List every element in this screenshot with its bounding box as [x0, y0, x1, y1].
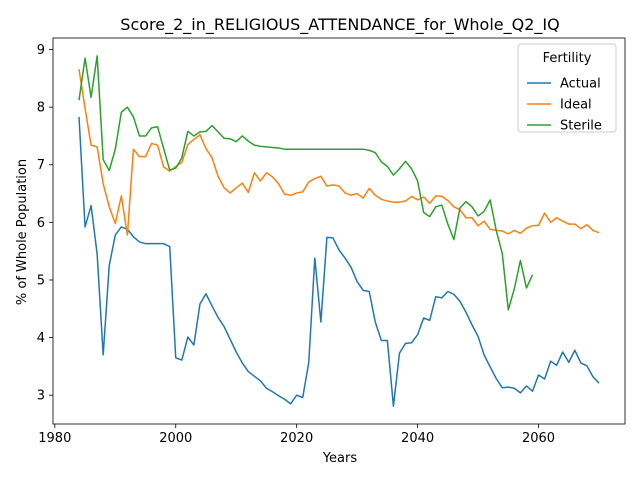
x-axis-label: Years: [322, 451, 358, 466]
legend-label-actual: Actual: [560, 77, 601, 92]
x-tick-label: 2020: [280, 431, 313, 446]
series-line-ideal: [78, 68, 600, 236]
legend-label-sterile: Sterile: [560, 119, 602, 134]
series-line-actual: [78, 116, 600, 407]
legend-label-ideal: Ideal: [560, 98, 592, 113]
y-tick-label: 6: [37, 216, 45, 231]
y-tick-label: 7: [37, 158, 45, 173]
y-tick-label: 4: [37, 331, 45, 346]
series-line-sterile: [78, 55, 534, 311]
y-axis-label: % of Whole Population: [15, 159, 30, 305]
legend-box: [517, 43, 617, 133]
y-tick-label: 5: [37, 273, 45, 288]
legend-title: Fertility: [543, 51, 592, 66]
y-tick-label: 8: [37, 101, 45, 116]
y-tick-label: 9: [37, 43, 45, 58]
axes-frame: [52, 37, 626, 425]
plot-area: [78, 55, 600, 407]
legend: Fertility Actual Ideal Sterile: [517, 43, 617, 134]
axes: 1980 2000 2020 2040 2060 3 4 5 6 7 8 9: [37, 37, 626, 446]
x-tick-label: 1980: [38, 431, 71, 446]
x-tick-label: 2040: [401, 431, 434, 446]
y-tick-label: 3: [37, 389, 45, 404]
x-tick-label: 2000: [159, 431, 192, 446]
chart-title: Score_2_in_RELIGIOUS_ATTENDANCE_for_Whol…: [120, 15, 559, 35]
x-tick-label: 2060: [522, 431, 555, 446]
